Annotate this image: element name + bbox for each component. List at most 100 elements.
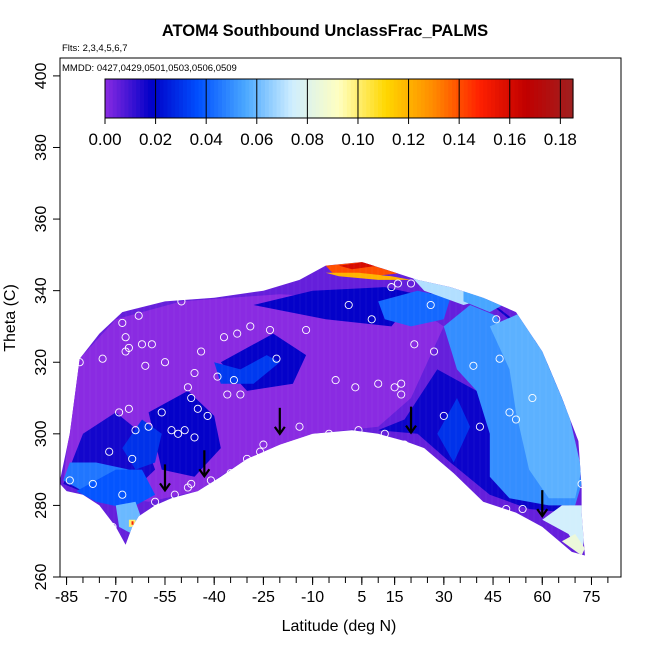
colorbar-tick-label: 0.04 bbox=[190, 130, 223, 149]
y-tick-label: 380 bbox=[33, 134, 50, 161]
sample-point bbox=[197, 347, 206, 356]
sample-point bbox=[259, 440, 268, 449]
sample-point bbox=[190, 433, 199, 442]
sample-point bbox=[229, 376, 238, 385]
sample-point bbox=[180, 426, 189, 435]
field-patch-7 bbox=[76, 469, 156, 509]
sample-point bbox=[131, 426, 140, 435]
sample-point bbox=[495, 354, 504, 363]
sample-point bbox=[118, 318, 127, 327]
colorbar-tick-label: 0.14 bbox=[443, 130, 476, 149]
sample-point bbox=[393, 279, 402, 288]
sample-point bbox=[324, 429, 334, 438]
sample-point bbox=[351, 383, 360, 392]
field-patch-23 bbox=[131, 521, 134, 525]
sample-point bbox=[157, 408, 166, 417]
sample-point bbox=[390, 383, 399, 392]
colorbar: 0.00 0.02 0.04 0.06 0.08 0.10 0.12 0.14 0.16 0.18 bbox=[88, 78, 577, 149]
y-tick-label: 320 bbox=[33, 349, 50, 376]
sample-point bbox=[433, 461, 442, 471]
sample-point bbox=[511, 415, 521, 424]
x-tick-label: -40 bbox=[203, 589, 226, 606]
field-patch-13 bbox=[489, 312, 582, 499]
x-axis: -85 -70 -55 -40 -25 -10 5 15 30 45 60 75 bbox=[55, 577, 609, 606]
sample-point bbox=[354, 426, 363, 435]
sample-point bbox=[98, 354, 107, 363]
sample-points bbox=[65, 279, 586, 539]
colorbar-tick-label: 0.02 bbox=[139, 130, 172, 149]
y-tick-label: 360 bbox=[33, 206, 50, 233]
colorbar-tick-label: 0.10 bbox=[341, 130, 374, 149]
tropopause-arrow bbox=[159, 464, 171, 493]
tropopause-arrow bbox=[405, 406, 417, 435]
sample-point bbox=[206, 476, 215, 485]
sample-point bbox=[302, 325, 311, 335]
sample-point bbox=[397, 379, 406, 388]
field-patch-16 bbox=[463, 290, 503, 313]
field-patch-11 bbox=[437, 398, 471, 463]
chart-title: ATOM4 Southbound UnclassFrac_PALMS bbox=[162, 22, 488, 40]
y-tick-label: 260 bbox=[33, 564, 50, 591]
sample-point bbox=[141, 361, 150, 370]
y-tick-label: 300 bbox=[33, 420, 50, 447]
field-patch-10 bbox=[214, 355, 280, 384]
sample-point bbox=[65, 476, 74, 485]
field-patch-14 bbox=[378, 290, 451, 327]
sample-point bbox=[482, 504, 491, 514]
x-tick-label: 5 bbox=[357, 589, 366, 606]
dates-subtitle: MMDD: 0427,0429,0501,0503,0506,0509 bbox=[62, 63, 237, 74]
x-tick-label: 30 bbox=[435, 589, 453, 606]
plot-frame bbox=[59, 57, 622, 578]
x-tick-label: 60 bbox=[533, 589, 551, 606]
sample-point bbox=[528, 393, 537, 403]
sample-point bbox=[137, 340, 147, 349]
tropopause-arrows bbox=[159, 406, 549, 519]
sample-point bbox=[518, 504, 527, 514]
sample-point bbox=[124, 343, 133, 352]
x-tick-label: 45 bbox=[484, 589, 502, 606]
sample-point bbox=[272, 354, 281, 363]
sample-point bbox=[492, 315, 501, 324]
sample-point bbox=[236, 390, 245, 399]
sample-point bbox=[265, 325, 275, 335]
sample-point bbox=[190, 368, 199, 378]
sample-point bbox=[410, 340, 419, 349]
field-patch-18 bbox=[561, 534, 585, 556]
field-patch-4 bbox=[253, 287, 418, 327]
sample-point bbox=[121, 333, 130, 342]
y-tick-label: 400 bbox=[33, 62, 50, 89]
tropopause-arrow bbox=[198, 450, 211, 479]
y-axis: 260 280 300 320 340 360 380 400 bbox=[33, 62, 60, 590]
sample-point bbox=[469, 361, 478, 370]
sample-point bbox=[108, 522, 117, 531]
sample-point bbox=[213, 372, 222, 381]
sample-point bbox=[203, 411, 212, 420]
sample-point bbox=[439, 411, 448, 420]
sample-point bbox=[115, 408, 124, 417]
sample-point bbox=[397, 390, 406, 399]
sample-point bbox=[177, 297, 186, 306]
sample-point bbox=[400, 440, 409, 449]
sample-point bbox=[170, 490, 179, 499]
x-tick-label: -25 bbox=[252, 589, 275, 606]
flights-subtitle: Flts: 2,3,4,5,6,7 bbox=[62, 43, 127, 54]
x-tick-label: 75 bbox=[583, 589, 601, 606]
sample-point bbox=[219, 333, 229, 342]
colorbar-tick-label: 0.00 bbox=[88, 130, 121, 149]
sample-point bbox=[242, 454, 252, 463]
colorbar-tick-label: 0.18 bbox=[544, 130, 577, 149]
sample-point bbox=[367, 315, 376, 324]
sample-point bbox=[406, 279, 416, 288]
sample-point bbox=[147, 340, 156, 349]
field-patch-9 bbox=[122, 419, 162, 470]
field-patch-20 bbox=[325, 272, 411, 280]
sample-point bbox=[134, 311, 143, 320]
sample-point bbox=[151, 497, 160, 506]
sample-point bbox=[105, 447, 114, 456]
sample-point bbox=[183, 383, 192, 392]
x-tick-label: -85 bbox=[55, 589, 78, 606]
sample-point bbox=[521, 311, 530, 320]
sample-point bbox=[344, 300, 353, 310]
tropopause-arrow bbox=[536, 490, 549, 519]
y-axis-label: Theta (C) bbox=[2, 284, 19, 352]
